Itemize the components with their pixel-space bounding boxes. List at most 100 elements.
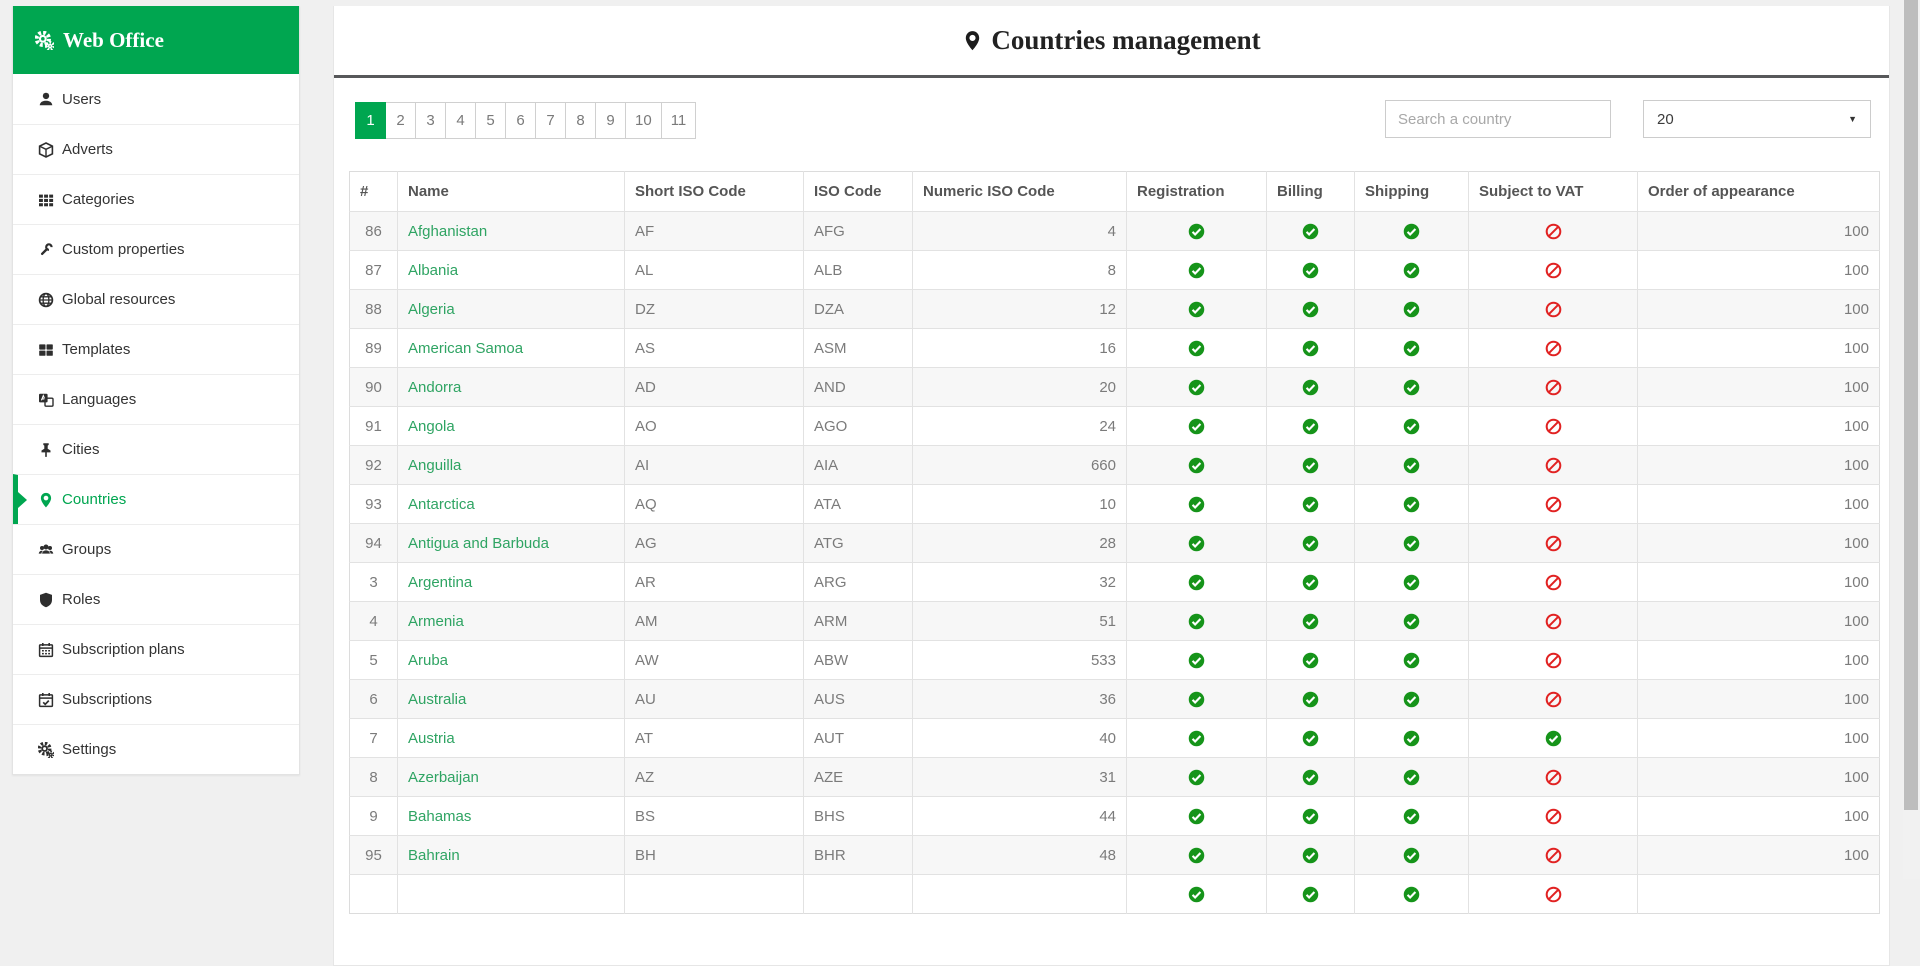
- check-circle-icon[interactable]: [1188, 613, 1205, 630]
- ban-icon[interactable]: [1545, 613, 1562, 630]
- check-circle-icon[interactable]: [1188, 769, 1205, 786]
- check-circle-icon[interactable]: [1403, 691, 1420, 708]
- check-circle-icon[interactable]: [1302, 574, 1319, 591]
- page-button-5[interactable]: 5: [475, 102, 506, 139]
- check-circle-icon[interactable]: [1188, 535, 1205, 552]
- check-circle-icon[interactable]: [1403, 847, 1420, 864]
- check-circle-icon[interactable]: [1188, 808, 1205, 825]
- ban-icon[interactable]: [1545, 301, 1562, 318]
- check-circle-icon[interactable]: [1302, 808, 1319, 825]
- check-circle-icon[interactable]: [1302, 418, 1319, 435]
- sidebar-item-settings[interactable]: Settings: [13, 724, 299, 774]
- check-circle-icon[interactable]: [1302, 730, 1319, 747]
- check-circle-icon[interactable]: [1545, 730, 1562, 747]
- sidebar-item-categories[interactable]: Categories: [13, 174, 299, 224]
- check-circle-icon[interactable]: [1188, 496, 1205, 513]
- country-link[interactable]: Anguilla: [408, 456, 462, 474]
- sidebar-item-users[interactable]: Users: [13, 74, 299, 124]
- check-circle-icon[interactable]: [1302, 379, 1319, 396]
- country-link[interactable]: Australia: [408, 690, 467, 708]
- scrollbar-thumb[interactable]: [1904, 0, 1918, 810]
- sidebar-item-subscriptions[interactable]: Subscriptions: [13, 674, 299, 724]
- vertical-scrollbar[interactable]: [1903, 0, 1920, 879]
- check-circle-icon[interactable]: [1403, 769, 1420, 786]
- check-circle-icon[interactable]: [1302, 769, 1319, 786]
- check-circle-icon[interactable]: [1403, 730, 1420, 747]
- check-circle-icon[interactable]: [1302, 535, 1319, 552]
- check-circle-icon[interactable]: [1403, 886, 1420, 903]
- country-link[interactable]: Bahrain: [408, 846, 460, 864]
- ban-icon[interactable]: [1545, 574, 1562, 591]
- ban-icon[interactable]: [1545, 496, 1562, 513]
- country-link[interactable]: Andorra: [408, 378, 462, 396]
- country-link[interactable]: Armenia: [408, 612, 464, 630]
- check-circle-icon[interactable]: [1302, 223, 1319, 240]
- sidebar-item-adverts[interactable]: Adverts: [13, 124, 299, 174]
- country-link[interactable]: Austria: [408, 729, 455, 747]
- country-link[interactable]: Bahamas: [408, 807, 472, 825]
- check-circle-icon[interactable]: [1188, 652, 1205, 669]
- check-circle-icon[interactable]: [1188, 223, 1205, 240]
- check-circle-icon[interactable]: [1188, 262, 1205, 279]
- check-circle-icon[interactable]: [1403, 379, 1420, 396]
- country-link[interactable]: Aruba: [408, 651, 449, 669]
- check-circle-icon[interactable]: [1188, 301, 1205, 318]
- ban-icon[interactable]: [1545, 769, 1562, 786]
- ban-icon[interactable]: [1545, 340, 1562, 357]
- check-circle-icon[interactable]: [1188, 847, 1205, 864]
- check-circle-icon[interactable]: [1403, 613, 1420, 630]
- page-button-6[interactable]: 6: [505, 102, 536, 139]
- check-circle-icon[interactable]: [1302, 496, 1319, 513]
- check-circle-icon[interactable]: [1403, 301, 1420, 318]
- ban-icon[interactable]: [1545, 223, 1562, 240]
- country-link[interactable]: Afghanistan: [408, 222, 488, 240]
- ban-icon[interactable]: [1545, 262, 1562, 279]
- check-circle-icon[interactable]: [1403, 652, 1420, 669]
- check-circle-icon[interactable]: [1188, 886, 1205, 903]
- app-header[interactable]: Web Office: [13, 6, 299, 74]
- page-button-2[interactable]: 2: [385, 102, 416, 139]
- country-link[interactable]: Angola: [408, 417, 455, 435]
- country-link[interactable]: Argentina: [408, 573, 473, 591]
- ban-icon[interactable]: [1545, 847, 1562, 864]
- check-circle-icon[interactable]: [1302, 457, 1319, 474]
- page-button-10[interactable]: 10: [625, 102, 662, 139]
- sidebar-item-languages[interactable]: Languages: [13, 374, 299, 424]
- ban-icon[interactable]: [1545, 418, 1562, 435]
- check-circle-icon[interactable]: [1302, 886, 1319, 903]
- check-circle-icon[interactable]: [1188, 418, 1205, 435]
- ban-icon[interactable]: [1545, 808, 1562, 825]
- check-circle-icon[interactable]: [1302, 613, 1319, 630]
- ban-icon[interactable]: [1545, 379, 1562, 396]
- sidebar-item-roles[interactable]: Roles: [13, 574, 299, 624]
- country-link[interactable]: Albania: [408, 261, 459, 279]
- check-circle-icon[interactable]: [1403, 340, 1420, 357]
- page-button-4[interactable]: 4: [445, 102, 476, 139]
- check-circle-icon[interactable]: [1302, 340, 1319, 357]
- page-button-8[interactable]: 8: [565, 102, 596, 139]
- check-circle-icon[interactable]: [1302, 691, 1319, 708]
- check-circle-icon[interactable]: [1188, 340, 1205, 357]
- country-link[interactable]: Algeria: [408, 300, 455, 318]
- page-size-select[interactable]: 20 ▼: [1643, 100, 1871, 138]
- ban-icon[interactable]: [1545, 652, 1562, 669]
- page-button-3[interactable]: 3: [415, 102, 446, 139]
- check-circle-icon[interactable]: [1302, 847, 1319, 864]
- check-circle-icon[interactable]: [1188, 730, 1205, 747]
- check-circle-icon[interactable]: [1403, 535, 1420, 552]
- ban-icon[interactable]: [1545, 691, 1562, 708]
- sidebar-item-subscription-plans[interactable]: Subscription plans: [13, 624, 299, 674]
- sidebar-item-custom-properties[interactable]: Custom properties: [13, 224, 299, 274]
- check-circle-icon[interactable]: [1188, 574, 1205, 591]
- check-circle-icon[interactable]: [1403, 574, 1420, 591]
- page-button-11[interactable]: 11: [660, 102, 697, 139]
- ban-icon[interactable]: [1545, 457, 1562, 474]
- ban-icon[interactable]: [1545, 886, 1562, 903]
- check-circle-icon[interactable]: [1403, 808, 1420, 825]
- search-input[interactable]: [1385, 100, 1611, 138]
- check-circle-icon[interactable]: [1403, 262, 1420, 279]
- check-circle-icon[interactable]: [1302, 301, 1319, 318]
- check-circle-icon[interactable]: [1302, 262, 1319, 279]
- country-link[interactable]: Antigua and Barbuda: [408, 534, 549, 552]
- check-circle-icon[interactable]: [1188, 691, 1205, 708]
